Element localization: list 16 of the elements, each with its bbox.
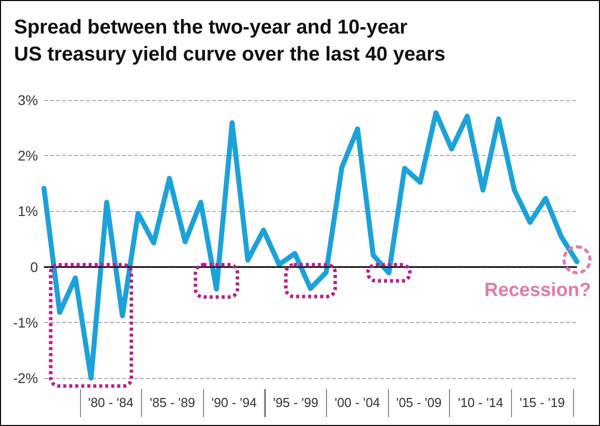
chart-title: Spread between the two-year and 10-year US treasury yield curve over the last 40 years (14, 16, 446, 66)
text: '00 - '04 (334, 395, 382, 410)
text: '05 - '09 (395, 395, 443, 410)
text: '85 - '89 (148, 395, 196, 410)
y-tick-label: 0 (30, 258, 38, 275)
y-tick-label: -2% (13, 370, 38, 386)
y-tick-label: 1% (18, 203, 38, 220)
text: '95 - '99 (272, 395, 320, 410)
text: '90 - '94 (210, 395, 258, 410)
y-tick-label: 2% (18, 148, 38, 164)
annotation: Recession? (484, 280, 591, 302)
y-tick-label: 3% (18, 92, 38, 108)
text: '80 - '84 (87, 395, 135, 410)
text: '10 - '14 (456, 395, 504, 410)
y-tick-label: -1% (13, 314, 38, 330)
text: '15 - '19 (518, 395, 566, 410)
